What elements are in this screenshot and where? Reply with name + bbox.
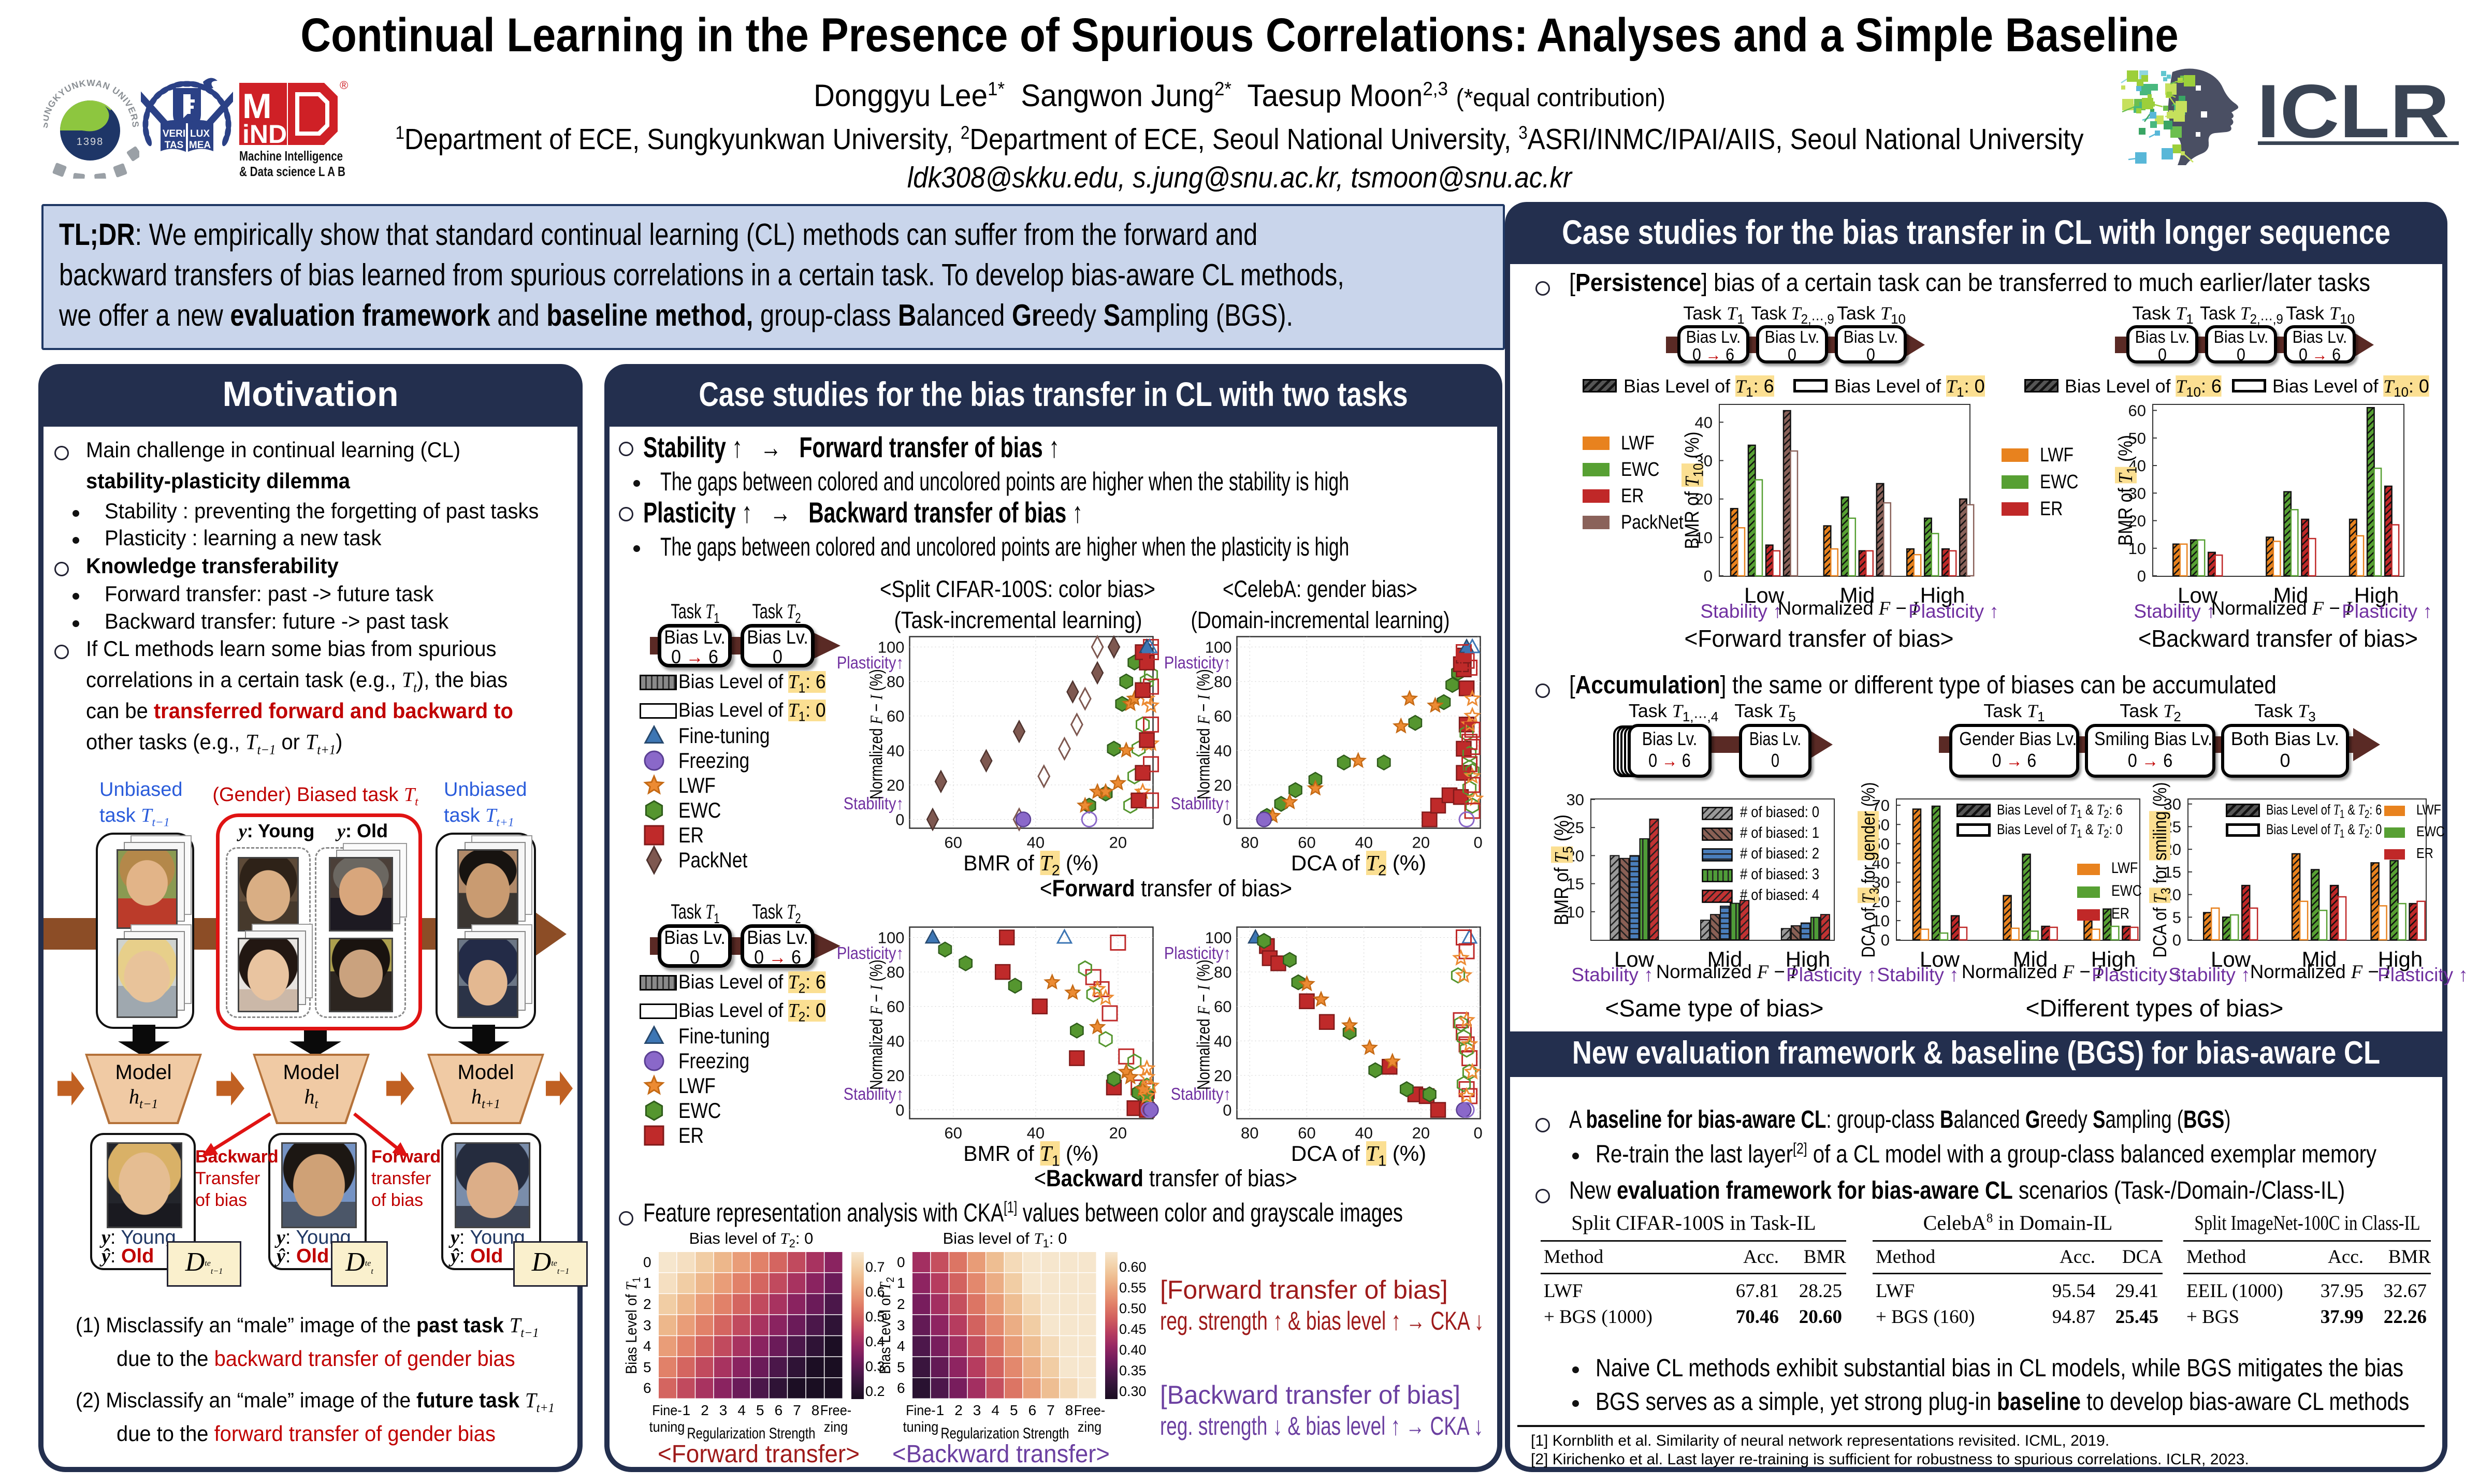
svg-text:60: 60 — [1214, 998, 1231, 1016]
svg-text:80: 80 — [1214, 963, 1231, 981]
svg-text:60: 60 — [1298, 834, 1315, 852]
svg-text:20: 20 — [887, 776, 904, 794]
svg-text:0: 0 — [1473, 834, 1482, 852]
svg-text:40: 40 — [1214, 741, 1231, 760]
svg-text:M: M — [242, 86, 272, 126]
svg-text:60: 60 — [2128, 402, 2146, 420]
svg-text:iND: iND — [242, 120, 287, 149]
svg-text:40: 40 — [1695, 413, 1713, 431]
svg-text:LUX: LUX — [190, 128, 210, 139]
svg-text:30: 30 — [2164, 795, 2181, 813]
svg-text:40: 40 — [1355, 834, 1372, 852]
svg-text:25: 25 — [1567, 819, 1584, 837]
svg-text:60: 60 — [945, 834, 962, 852]
svg-text:0: 0 — [1704, 567, 1713, 585]
svg-text:40: 40 — [1027, 1124, 1045, 1142]
svg-text:100: 100 — [1205, 638, 1232, 657]
svg-text:80: 80 — [887, 963, 904, 981]
svg-text:100: 100 — [878, 929, 905, 947]
svg-text:10: 10 — [2128, 540, 2146, 558]
svg-text:100: 100 — [878, 638, 905, 657]
svg-text:Machine Intelligence: Machine Intelligence — [239, 148, 343, 164]
svg-text:20: 20 — [1412, 1124, 1430, 1142]
svg-text:0: 0 — [2137, 567, 2146, 585]
svg-text:20: 20 — [2128, 512, 2146, 530]
svg-text:& Data science L A B: & Data science L A B — [239, 164, 345, 179]
svg-text:20: 20 — [1109, 834, 1127, 852]
svg-text:0: 0 — [895, 1101, 904, 1119]
svg-text:TAS: TAS — [165, 140, 184, 151]
svg-text:100: 100 — [1205, 929, 1232, 947]
svg-text:MEA: MEA — [189, 140, 211, 151]
svg-text:40: 40 — [1355, 1124, 1372, 1142]
svg-text:60: 60 — [1214, 707, 1231, 725]
svg-text:15: 15 — [1567, 875, 1584, 893]
svg-text:40: 40 — [1214, 1032, 1231, 1050]
svg-text:80: 80 — [887, 673, 904, 691]
svg-text:40: 40 — [1027, 834, 1045, 852]
svg-text:60: 60 — [887, 998, 904, 1016]
svg-text:20: 20 — [1695, 490, 1713, 508]
svg-text:10: 10 — [1695, 529, 1713, 547]
svg-text:15: 15 — [2164, 863, 2181, 881]
svg-text:0: 0 — [1223, 1101, 1231, 1119]
svg-text:0: 0 — [1223, 811, 1231, 829]
svg-text:0: 0 — [1881, 931, 1890, 949]
svg-text:60: 60 — [887, 707, 904, 725]
svg-text:5: 5 — [2172, 908, 2181, 926]
svg-text:VERI: VERI — [163, 128, 185, 139]
svg-text:20: 20 — [1214, 1067, 1231, 1085]
svg-text:80: 80 — [1241, 834, 1258, 852]
svg-text:®: ® — [340, 79, 348, 92]
svg-text:40: 40 — [887, 741, 904, 760]
svg-text:20: 20 — [1214, 776, 1231, 794]
svg-text:ICLR: ICLR — [2257, 69, 2449, 153]
svg-text:0: 0 — [895, 811, 904, 829]
svg-text:80: 80 — [1214, 673, 1231, 691]
svg-text:20: 20 — [1412, 834, 1430, 852]
svg-text:0: 0 — [1473, 1124, 1482, 1142]
svg-text:50: 50 — [2128, 429, 2146, 447]
svg-text:1398: 1398 — [77, 136, 104, 148]
svg-text:10: 10 — [1872, 912, 1890, 930]
svg-text:20: 20 — [887, 1067, 904, 1085]
svg-text:20: 20 — [1109, 1124, 1127, 1142]
svg-text:80: 80 — [1241, 1124, 1258, 1142]
svg-text:30: 30 — [2128, 484, 2146, 502]
svg-text:10: 10 — [1567, 903, 1584, 921]
svg-text:40: 40 — [887, 1032, 904, 1050]
svg-text:0: 0 — [2172, 931, 2181, 949]
svg-text:60: 60 — [1298, 1124, 1315, 1142]
svg-text:30: 30 — [1567, 791, 1584, 809]
svg-text:60: 60 — [945, 1124, 962, 1142]
